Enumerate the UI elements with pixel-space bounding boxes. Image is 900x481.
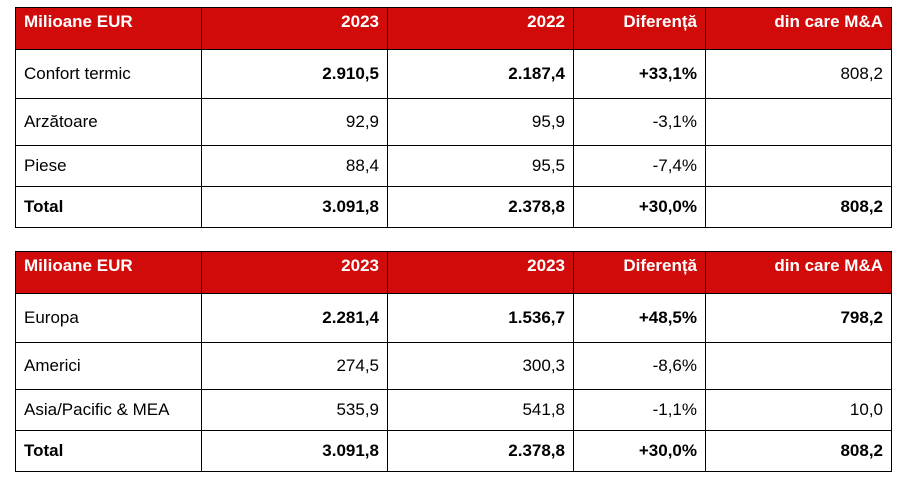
cell-2022: 95,9 <box>387 98 574 146</box>
header-year-2: 2023 <box>387 251 574 294</box>
header-difference: Diferență <box>573 251 706 294</box>
header-ma: din care M&A <box>705 7 892 50</box>
cell-2022: 2.378,8 <box>387 430 574 472</box>
header-unit: Milioane EUR <box>15 251 202 294</box>
cell-2023: 2.281,4 <box>201 293 388 343</box>
table-row: Europa 2.281,4 1.536,7 +48,5% 798,2 <box>15 293 892 343</box>
cell-ma: 808,2 <box>705 186 892 228</box>
cell-2022: 95,5 <box>387 145 574 187</box>
cell-diff: -8,6% <box>573 342 706 390</box>
cell-ma <box>705 98 892 146</box>
table-total-row: Total 3.091,8 2.378,8 +30,0% 808,2 <box>15 186 892 228</box>
table-row: Asia/Pacific & MEA 535,9 541,8 -1,1% 10,… <box>15 389 892 431</box>
header-year-1: 2023 <box>201 251 388 294</box>
cell-ma: 798,2 <box>705 293 892 343</box>
header-unit: Milioane EUR <box>15 7 202 50</box>
cell-2022: 541,8 <box>387 389 574 431</box>
cell-diff: -7,4% <box>573 145 706 187</box>
row-label: Confort termic <box>15 49 202 99</box>
cell-2023: 3.091,8 <box>201 430 388 472</box>
cell-ma: 808,2 <box>705 49 892 99</box>
cell-diff: +30,0% <box>573 430 706 472</box>
cell-diff: +48,5% <box>573 293 706 343</box>
table-row: Piese 88,4 95,5 -7,4% <box>15 145 892 187</box>
cell-2023: 88,4 <box>201 145 388 187</box>
cell-2022: 300,3 <box>387 342 574 390</box>
row-label: Piese <box>15 145 202 187</box>
cell-2023: 535,9 <box>201 389 388 431</box>
cell-ma <box>705 342 892 390</box>
header-ma: din care M&A <box>705 251 892 294</box>
cell-2023: 92,9 <box>201 98 388 146</box>
header-year-2: 2022 <box>387 7 574 50</box>
row-label: Total <box>15 430 202 472</box>
cell-2022: 1.536,7 <box>387 293 574 343</box>
row-label: Europa <box>15 293 202 343</box>
cell-diff: +33,1% <box>573 49 706 99</box>
table-row: Confort termic 2.910,5 2.187,4 +33,1% 80… <box>15 49 892 99</box>
cell-ma: 10,0 <box>705 389 892 431</box>
cell-2023: 2.910,5 <box>201 49 388 99</box>
sales-by-product-table: Milioane EUR 2023 2022 Diferență din car… <box>15 7 892 228</box>
cell-diff: +30,0% <box>573 186 706 228</box>
cell-diff: -3,1% <box>573 98 706 146</box>
table-row: Americi 274,5 300,3 -8,6% <box>15 342 892 390</box>
cell-diff: -1,1% <box>573 389 706 431</box>
table-header-row: Milioane EUR 2023 2023 Diferență din car… <box>15 251 892 294</box>
cell-ma: 808,2 <box>705 430 892 472</box>
row-label: Arzătoare <box>15 98 202 146</box>
cell-2022: 2.187,4 <box>387 49 574 99</box>
row-label: Americi <box>15 342 202 390</box>
header-difference: Diferență <box>573 7 706 50</box>
row-label: Asia/Pacific & MEA <box>15 389 202 431</box>
table-total-row: Total 3.091,8 2.378,8 +30,0% 808,2 <box>15 430 892 472</box>
cell-2023: 3.091,8 <box>201 186 388 228</box>
sales-by-region-table: Milioane EUR 2023 2023 Diferență din car… <box>15 251 892 472</box>
table-row: Arzătoare 92,9 95,9 -3,1% <box>15 98 892 146</box>
cell-2022: 2.378,8 <box>387 186 574 228</box>
row-label: Total <box>15 186 202 228</box>
cell-2023: 274,5 <box>201 342 388 390</box>
table-header-row: Milioane EUR 2023 2022 Diferență din car… <box>15 7 892 50</box>
cell-ma <box>705 145 892 187</box>
header-year-1: 2023 <box>201 7 388 50</box>
